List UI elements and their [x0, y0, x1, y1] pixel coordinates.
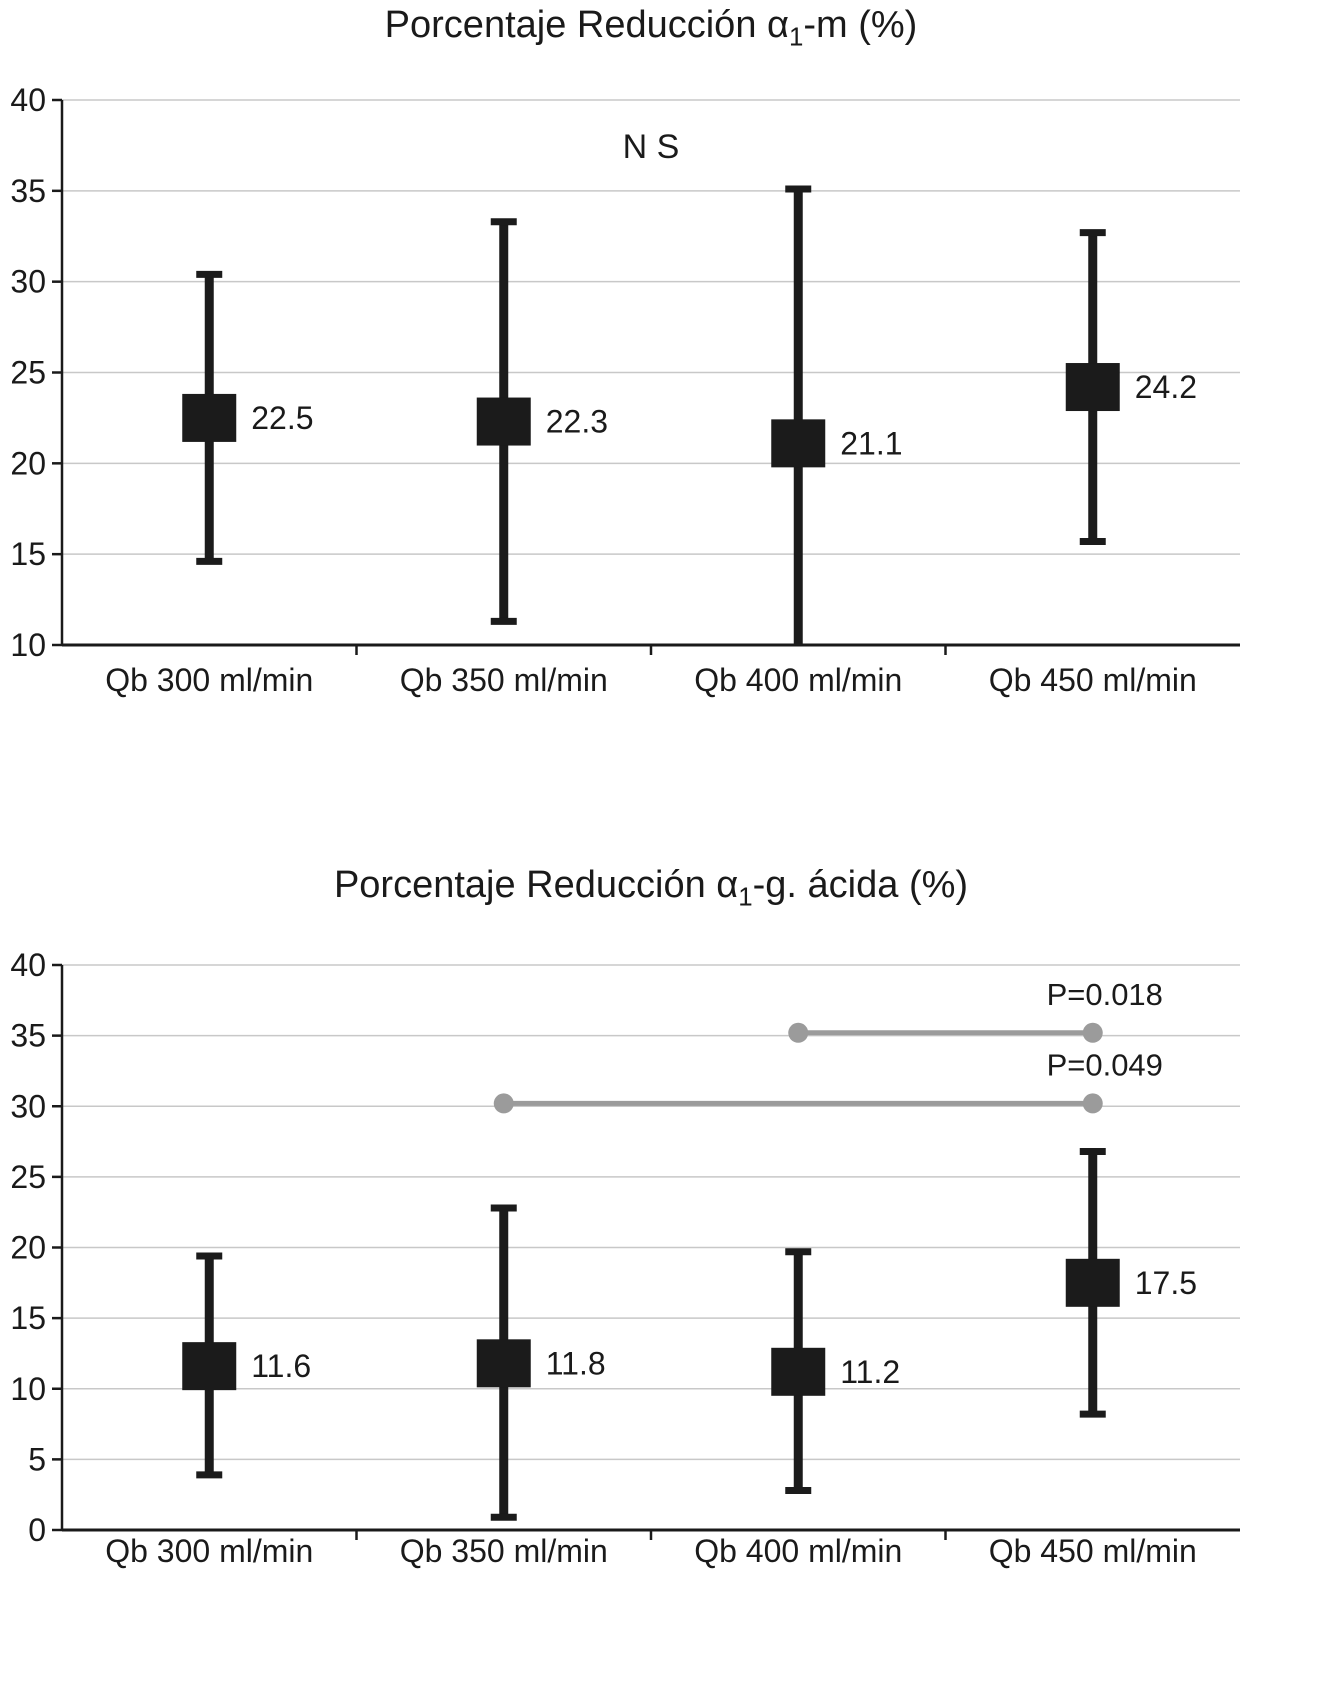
chart-title-subscript: 1 — [738, 883, 753, 912]
y-tick-label: 30 — [10, 264, 46, 300]
significance-label: P=0.018 — [1047, 977, 1163, 1012]
mean-marker — [771, 419, 826, 468]
value-label: 11.8 — [546, 1345, 606, 1381]
y-tick-label: 20 — [10, 1230, 46, 1266]
value-label: 11.2 — [840, 1354, 900, 1390]
errorbar-plot-alpha1-m: 10 15 20 25 30 35 40 22.5 Qb 300 ml/min 22.3 Qb 35… — [10, 82, 1240, 698]
y-tick-label: 0 — [28, 1512, 46, 1548]
value-label: 21.1 — [840, 425, 902, 461]
y-tick-label: 35 — [10, 173, 46, 209]
y-tick-label: 40 — [10, 82, 46, 118]
chart-title-post: -m (%) — [803, 4, 918, 46]
mean-marker — [476, 1339, 531, 1388]
category-label: Qb 300 ml/min — [105, 1533, 313, 1569]
category-label: Qb 400 ml/min — [694, 1533, 902, 1569]
value-label: 22.3 — [546, 404, 608, 440]
y-tick-label: 5 — [28, 1441, 46, 1477]
significance-dot — [493, 1093, 514, 1114]
errorbar-plot-alpha1-g-acida: 0 5 10 15 20 25 30 35 40 P=0.018 P=0.049 11.6 Qb 300… — [10, 947, 1240, 1569]
chart-title-pre: Porcentaje Reducción α — [333, 864, 739, 906]
y-tick-label: 15 — [10, 1300, 46, 1336]
y-tick-label: 35 — [10, 1018, 46, 1054]
chart-title-subscript: 1 — [788, 23, 804, 52]
chart-title-alpha1-g-acida: Porcentaje Reducción α1-g. ácida (%) — [0, 864, 1302, 913]
value-label: 24.2 — [1135, 369, 1197, 405]
mean-marker — [182, 1342, 237, 1391]
y-tick-label: 15 — [10, 536, 46, 572]
y-tick-label: 30 — [10, 1088, 46, 1124]
value-label: 17.5 — [1135, 1265, 1197, 1301]
category-label: Qb 450 ml/min — [989, 662, 1197, 698]
chart-title-pre: Porcentaje Reducción α — [384, 4, 789, 46]
y-tick-label: 40 — [10, 947, 46, 983]
chart-alpha1-m: Porcentaje Reducción α1-m (%) 10 15 20 25 30… — [0, 0, 1333, 800]
category-label: Qb 300 ml/min — [105, 662, 313, 698]
mean-marker — [182, 393, 237, 442]
chart-alpha1-g-acida: Porcentaje Reducción α1-g. ácida (%) 0 5 1… — [0, 850, 1333, 1684]
chart-title-post: -g. ácida (%) — [752, 864, 969, 906]
mean-marker — [1065, 1258, 1120, 1307]
category-label: Qb 350 ml/min — [400, 662, 608, 698]
mean-marker — [1065, 363, 1120, 412]
significance-dot — [1082, 1022, 1103, 1043]
category-label: Qb 350 ml/min — [400, 1533, 608, 1569]
mean-marker — [476, 397, 531, 446]
category-label: Qb 450 ml/min — [989, 1533, 1197, 1569]
y-tick-label: 25 — [10, 1159, 46, 1195]
value-label: 11.6 — [251, 1348, 311, 1384]
chart-title-alpha1-m: Porcentaje Reducción α1-m (%) — [0, 4, 1302, 53]
annotation-ns: N S — [623, 128, 680, 166]
significance-dot — [788, 1022, 809, 1043]
significance-dot — [1082, 1093, 1103, 1114]
mean-marker — [771, 1347, 826, 1396]
y-tick-label: 20 — [10, 445, 46, 481]
category-label: Qb 400 ml/min — [694, 662, 902, 698]
y-tick-label: 25 — [10, 355, 46, 391]
significance-label: P=0.049 — [1047, 1047, 1163, 1082]
y-tick-label: 10 — [10, 1371, 46, 1407]
value-label: 22.5 — [251, 400, 313, 436]
y-tick-label: 10 — [10, 627, 46, 663]
